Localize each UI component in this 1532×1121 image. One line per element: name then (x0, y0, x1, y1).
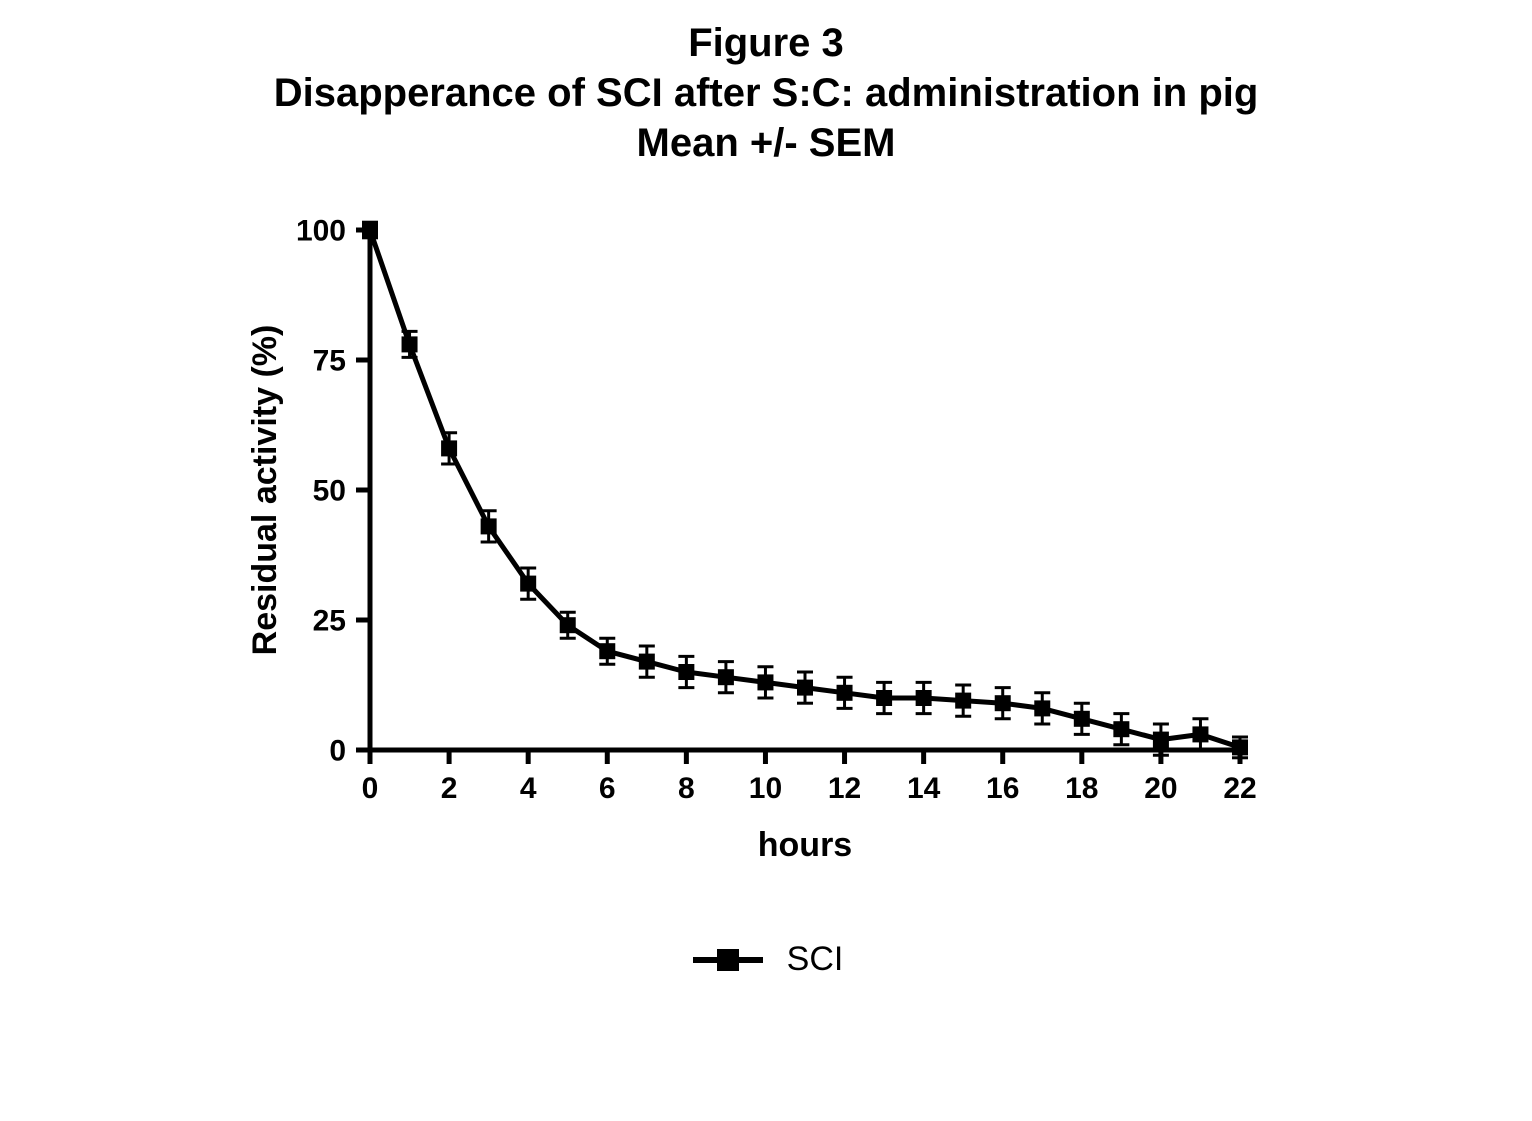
series-marker (639, 654, 655, 670)
series-marker (678, 664, 694, 680)
series-marker (1192, 726, 1208, 742)
x-tick-label: 6 (599, 772, 616, 805)
title-line-1: Figure 3 (0, 18, 1532, 68)
series-marker (402, 336, 418, 352)
y-axis-label: Residual activity (%) (246, 325, 284, 656)
y-tick-label: 50 (313, 475, 346, 508)
x-tick-label: 20 (1144, 772, 1177, 805)
y-tick-label: 75 (313, 345, 346, 378)
x-tick-label: 18 (1065, 772, 1098, 805)
x-tick-label: 22 (1223, 772, 1256, 805)
series-marker (1153, 732, 1169, 748)
x-tick-label: 10 (749, 772, 782, 805)
series-marker (1113, 721, 1129, 737)
x-tick-label: 8 (678, 772, 695, 805)
title-line-3: Mean +/- SEM (0, 118, 1532, 168)
x-axis-label: hours (758, 826, 852, 864)
y-tick-label: 0 (329, 735, 346, 768)
title-line-2: Disapperance of SCI after S:C: administr… (0, 68, 1532, 118)
series-line (370, 230, 1240, 747)
series-marker (520, 576, 536, 592)
series-marker (1034, 700, 1050, 716)
x-tick-label: 0 (362, 772, 379, 805)
series-marker (955, 693, 971, 709)
x-tick-label: 12 (828, 772, 861, 805)
chart-svg: 0 25 50 75 100 0 2 4 6 8 10 12 14 16 18 20 22 hours Residu… (210, 210, 1260, 910)
series-marker (718, 669, 734, 685)
series-marker (1074, 711, 1090, 727)
series-marker (837, 685, 853, 701)
series-marker (995, 695, 1011, 711)
series-marker (481, 518, 497, 534)
series-marker (876, 690, 892, 706)
sci-decay-chart: 0 25 50 75 100 0 2 4 6 8 10 12 14 16 18 20 22 hours Residu… (210, 210, 1260, 910)
x-tick-label: 14 (907, 772, 941, 805)
chart-legend: SCI (0, 940, 1532, 979)
chart-title-block: Figure 3 Disapperance of SCI after S:C: … (0, 18, 1532, 168)
y-tick-label: 100 (296, 215, 346, 248)
series-marker (560, 617, 576, 633)
series-marker (441, 440, 457, 456)
y-tick-label: 25 (313, 605, 346, 638)
series-marker (916, 690, 932, 706)
series-marker (757, 674, 773, 690)
x-tick-label: 4 (520, 772, 537, 805)
legend-label: SCI (787, 940, 844, 979)
series-marker (797, 680, 813, 696)
x-tick-label: 16 (986, 772, 1019, 805)
x-tick-label: 2 (441, 772, 458, 805)
legend-marker-icon (689, 944, 775, 976)
series-marker (1232, 739, 1248, 755)
series-marker (362, 222, 378, 238)
series-marker (599, 643, 615, 659)
